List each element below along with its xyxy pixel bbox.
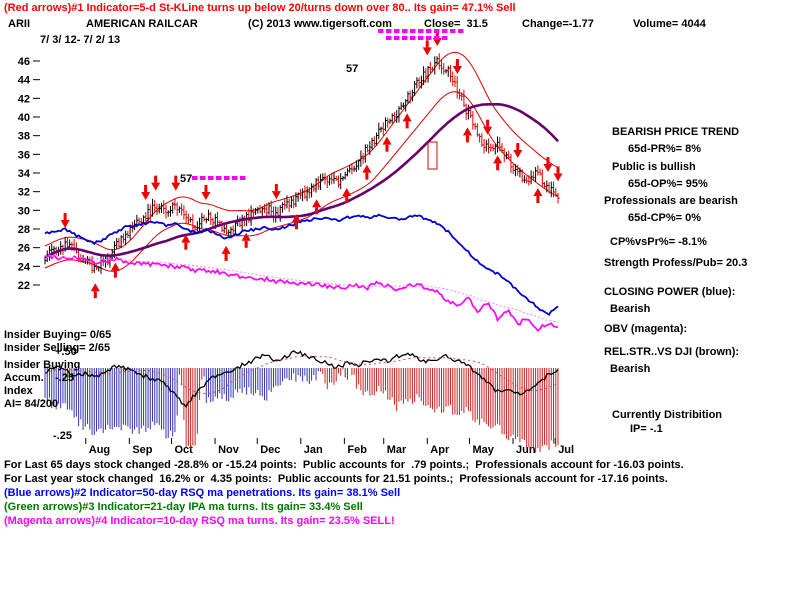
copyright: (C) 2013 www.tigersoft.com bbox=[248, 18, 392, 30]
stats-year: For Last year stock changed 16.2% or 4.3… bbox=[4, 473, 668, 485]
svg-text:42: 42 bbox=[18, 93, 30, 105]
svg-text:Mar: Mar bbox=[387, 444, 407, 456]
volume-value: Volume= 4044 bbox=[633, 18, 706, 30]
indicator-1-legend: (Red arrows)#1 Indicator=5-d St-KLine tu… bbox=[4, 2, 516, 14]
svg-text:Nov: Nov bbox=[218, 444, 240, 456]
accum-panel-title-2: Accum. bbox=[4, 372, 44, 384]
insider-buying-count: Insider Buying= 0/65 bbox=[4, 329, 112, 341]
accum-panel-title-3: Index bbox=[4, 385, 33, 397]
insider-selling-count: Insider Selling= 2/65 bbox=[4, 342, 111, 354]
svg-text:57: 57 bbox=[346, 63, 358, 75]
svg-text:38: 38 bbox=[18, 131, 30, 143]
strength-ratio: Strength Profess/Pub= 20.3 bbox=[604, 257, 748, 269]
svg-text:Jan: Jan bbox=[304, 444, 323, 456]
closing-power-status: Bearish bbox=[610, 303, 651, 315]
svg-text:Dec: Dec bbox=[260, 444, 280, 456]
accum-scale-plus50: +.50 bbox=[55, 346, 77, 358]
cp-vs-pr-value: CP%vsPr%= -8.1% bbox=[610, 236, 707, 248]
svg-text:Apr: Apr bbox=[430, 444, 450, 456]
op-percent: 65d-OP%= 95% bbox=[628, 178, 708, 190]
svg-text:Aug: Aug bbox=[89, 444, 110, 456]
svg-text:26: 26 bbox=[18, 243, 30, 255]
svg-text:Sep: Sep bbox=[132, 444, 152, 456]
date-range: 7/ 3/ 12- 7/ 2/ 13 bbox=[40, 34, 121, 46]
stats-65day: For Last 65 days stock changed -28.8% or… bbox=[4, 459, 684, 471]
svg-text:40: 40 bbox=[18, 112, 30, 124]
pr-percent: 65d-PR%= 8% bbox=[628, 143, 702, 155]
svg-text:24: 24 bbox=[18, 261, 31, 273]
closing-power-label: CLOSING POWER (blue): bbox=[604, 286, 736, 298]
svg-text:28: 28 bbox=[18, 224, 30, 236]
public-sentiment: Public is bullish bbox=[612, 161, 696, 173]
relative-strength-status: Bearish bbox=[610, 363, 651, 375]
ticker-symbol: ARII bbox=[8, 18, 30, 30]
indicator-2-legend: (Blue arrows)#2 Indicator=50-day RSQ ma … bbox=[4, 487, 401, 499]
cp-percent: 65d-CP%= 0% bbox=[628, 212, 702, 224]
ai-value: AI= 84/200 bbox=[4, 398, 59, 410]
accum-scale-mid: -.25 bbox=[55, 372, 74, 384]
svg-text:57: 57 bbox=[180, 173, 192, 185]
obv-label: OBV (magenta): bbox=[604, 323, 688, 335]
indicator-3-legend: (Green arrows)#3 Indicator=21-day IPA ma… bbox=[4, 501, 363, 513]
close-value: Close= 31.5 bbox=[424, 18, 488, 30]
svg-text:36: 36 bbox=[18, 149, 30, 161]
indicator-4-legend: (Magenta arrows)#4 Indicator=10-day RSQ … bbox=[4, 515, 395, 527]
distribution-status: Currently Distribition bbox=[612, 409, 723, 421]
svg-text:Oct: Oct bbox=[174, 444, 193, 456]
svg-text:May: May bbox=[472, 444, 494, 456]
svg-text:32: 32 bbox=[18, 187, 30, 199]
svg-text:Feb: Feb bbox=[347, 444, 367, 456]
professional-sentiment: Professionals are bearish bbox=[604, 195, 738, 207]
price-trend-status: BEARISH PRICE TREND bbox=[612, 126, 740, 138]
svg-text:Jul: Jul bbox=[558, 444, 574, 456]
ip-value: IP= -.1 bbox=[630, 423, 663, 435]
svg-text:30: 30 bbox=[18, 205, 30, 217]
svg-text:44: 44 bbox=[18, 75, 31, 87]
change-value: Change=-1.77 bbox=[522, 18, 594, 30]
svg-text:46: 46 bbox=[18, 56, 30, 68]
svg-text:34: 34 bbox=[18, 168, 31, 180]
accum-panel-title-1: Insider Buying bbox=[4, 359, 81, 371]
company-name: AMERICAN RAILCAR bbox=[86, 18, 198, 30]
relative-strength-label: REL.STR..VS DJI (brown): bbox=[604, 346, 740, 358]
svg-text:22: 22 bbox=[18, 280, 30, 292]
accum-scale-minus25: -.25 bbox=[53, 430, 72, 442]
